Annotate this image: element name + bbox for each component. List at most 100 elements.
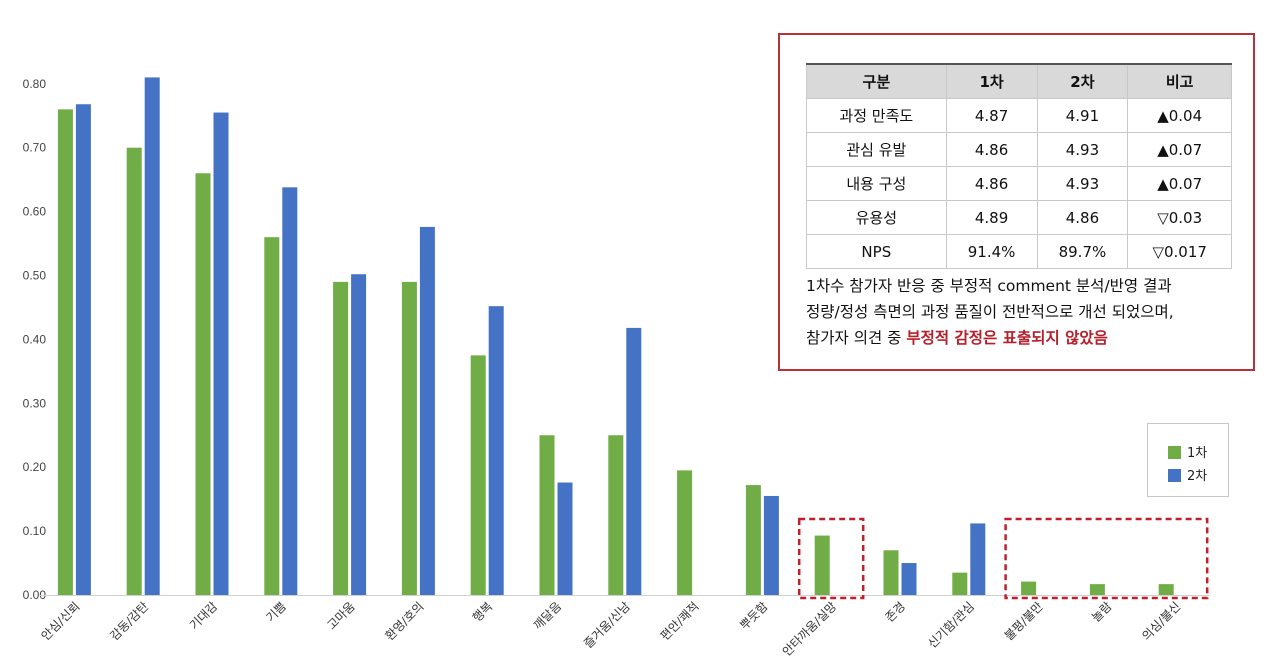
cell: 4.93 bbox=[1036, 132, 1129, 167]
y-tick-label: 0.00 bbox=[23, 588, 47, 602]
x-tick-label: 기쁨 bbox=[263, 599, 289, 625]
table-row: 과정 만족도 4.87 4.91 ▲0.04 bbox=[806, 98, 1232, 133]
cell: ▽0.03 bbox=[1127, 200, 1232, 235]
legend: 1차 2차 bbox=[1147, 423, 1229, 497]
y-axis: 0.00 0.10 0.20 0.30 0.40 0.50 0.60 0.70 0.80 bbox=[23, 77, 47, 602]
bar-round1 bbox=[883, 550, 899, 595]
table-row: 관심 유발 4.86 4.93 ▲0.07 bbox=[806, 132, 1232, 167]
x-tick-label: 존경 bbox=[883, 599, 909, 625]
y-tick-label: 0.10 bbox=[23, 524, 47, 538]
bar-round2 bbox=[901, 563, 917, 595]
summary-panel: 구분 1차 2차 비고 과정 만족도 4.87 4.91 ▲0.04 관심 유발… bbox=[778, 33, 1255, 371]
cell: 4.93 bbox=[1036, 166, 1129, 201]
highlight-box bbox=[797, 517, 865, 600]
x-tick-label: 안심/신뢰 bbox=[39, 599, 83, 643]
highlight-boxes bbox=[797, 517, 1209, 600]
note-line-2: 정량/정성 측면의 과정 품질이 전반적으로 개선 되었으며, bbox=[806, 303, 1174, 321]
bar-round2 bbox=[488, 306, 504, 595]
bar-round1 bbox=[952, 572, 968, 595]
cell: 유용성 bbox=[806, 200, 947, 235]
legend-label-round2: 2차 bbox=[1187, 469, 1208, 484]
x-tick-label: 의심/불신 bbox=[1139, 599, 1183, 643]
table-row: 유용성 4.89 4.86 ▽0.03 bbox=[806, 200, 1232, 235]
y-tick-label: 0.60 bbox=[23, 205, 47, 219]
header-category: 구분 bbox=[806, 63, 947, 99]
legend-swatch-green bbox=[1168, 446, 1181, 459]
table-row: NPS 91.4% 89.7% ▽0.017 bbox=[806, 234, 1232, 269]
bar-round1 bbox=[126, 147, 142, 595]
x-tick-label: 불평/불만 bbox=[1002, 599, 1046, 643]
x-tick-label: 신기함/관심 bbox=[925, 599, 977, 651]
y-tick-label: 0.50 bbox=[23, 269, 47, 283]
bar-round1 bbox=[677, 470, 693, 595]
bar-round1 bbox=[57, 109, 73, 596]
bar-round2 bbox=[213, 112, 229, 596]
header-round2: 2차 bbox=[1036, 63, 1129, 99]
x-tick-label: 뿌듯함 bbox=[737, 599, 770, 632]
bar-round2 bbox=[626, 327, 642, 595]
y-tick-label: 0.70 bbox=[23, 141, 47, 155]
header-remark: 비고 bbox=[1127, 63, 1232, 99]
legend-item-round2: 2차 bbox=[1168, 465, 1208, 484]
cell: 4.86 bbox=[1036, 200, 1129, 235]
bar-round1 bbox=[1089, 584, 1105, 595]
bar-round1 bbox=[470, 355, 486, 595]
bar-round2 bbox=[75, 104, 91, 596]
cell: 4.89 bbox=[945, 200, 1038, 235]
note-line-1: 1차수 참가자 반응 중 부정적 comment 분석/반영 결과 bbox=[806, 277, 1172, 295]
y-tick-label: 0.40 bbox=[23, 332, 47, 346]
legend-swatch-blue bbox=[1168, 469, 1181, 482]
cell: NPS bbox=[806, 234, 947, 269]
cell: 4.86 bbox=[945, 132, 1038, 167]
bar-round1 bbox=[264, 237, 280, 595]
table-row: 내용 구성 4.86 4.93 ▲0.07 bbox=[806, 166, 1232, 201]
bar-round1 bbox=[814, 535, 830, 595]
table-header-row: 구분 1차 2차 비고 bbox=[806, 63, 1232, 99]
x-tick-label: 놀람 bbox=[1089, 599, 1115, 625]
x-tick-label: 즐거움/신남 bbox=[581, 599, 633, 651]
x-tick-label: 환영/호의 bbox=[383, 599, 427, 643]
header-round1: 1차 bbox=[945, 63, 1038, 99]
x-tick-label: 깨달음 bbox=[531, 599, 564, 632]
cell: 내용 구성 bbox=[806, 166, 947, 201]
x-tick-label: 편안/쾌적 bbox=[658, 599, 702, 643]
bar-round2 bbox=[557, 482, 573, 595]
cell: 4.87 bbox=[945, 98, 1038, 133]
y-tick-label: 0.80 bbox=[23, 77, 47, 91]
bar-round1 bbox=[745, 485, 761, 595]
cell: 과정 만족도 bbox=[806, 98, 947, 133]
x-tick-label: 고마움 bbox=[324, 599, 357, 632]
summary-table: 구분 1차 2차 비고 과정 만족도 4.87 4.91 ▲0.04 관심 유발… bbox=[806, 63, 1232, 269]
bar-round2 bbox=[282, 187, 298, 595]
y-tick-label: 0.30 bbox=[23, 396, 47, 410]
bar-round2 bbox=[419, 226, 435, 595]
cell: 89.7% bbox=[1036, 234, 1129, 269]
cell: ▲0.04 bbox=[1127, 98, 1232, 133]
legend-label-round1: 1차 bbox=[1187, 446, 1208, 461]
bar-round1 bbox=[401, 281, 417, 595]
cell: 관심 유발 bbox=[806, 132, 947, 167]
legend-item-round1: 1차 bbox=[1168, 442, 1208, 461]
x-tick-label: 행복 bbox=[469, 599, 495, 625]
bar-round1 bbox=[1021, 581, 1037, 595]
bar-round2 bbox=[970, 523, 986, 595]
bar-round1 bbox=[1158, 584, 1174, 595]
bar-round1 bbox=[539, 435, 555, 595]
note-highlight: 부정적 감정은 표출되지 않았음 bbox=[906, 329, 1108, 347]
highlight-box bbox=[1004, 517, 1209, 600]
x-tick-label: 감동/감탄 bbox=[107, 599, 151, 643]
bars bbox=[40, 77, 1210, 596]
summary-note: 1차수 참가자 반응 중 부정적 comment 분석/반영 결과 정량/정성 … bbox=[806, 273, 1246, 351]
cell: ▽0.017 bbox=[1127, 234, 1232, 269]
bar-round2 bbox=[351, 274, 367, 595]
bar-round1 bbox=[608, 435, 624, 595]
bar-round1 bbox=[333, 281, 349, 595]
bar-round1 bbox=[195, 173, 211, 595]
x-tick-label: 안타까움/실망 bbox=[780, 599, 840, 659]
cell: 4.91 bbox=[1036, 98, 1129, 133]
cell: ▲0.07 bbox=[1127, 132, 1232, 167]
note-line-3-prefix: 참가자 의견 중 bbox=[806, 329, 907, 347]
x-axis-labels: 안심/신뢰 감동/감탄 기대감 기쁨 고마움 환영/호의 행복 깨달음 즐거움/신남 편안/쾌적 뿌… bbox=[39, 599, 1184, 659]
cell: 91.4% bbox=[945, 234, 1038, 269]
